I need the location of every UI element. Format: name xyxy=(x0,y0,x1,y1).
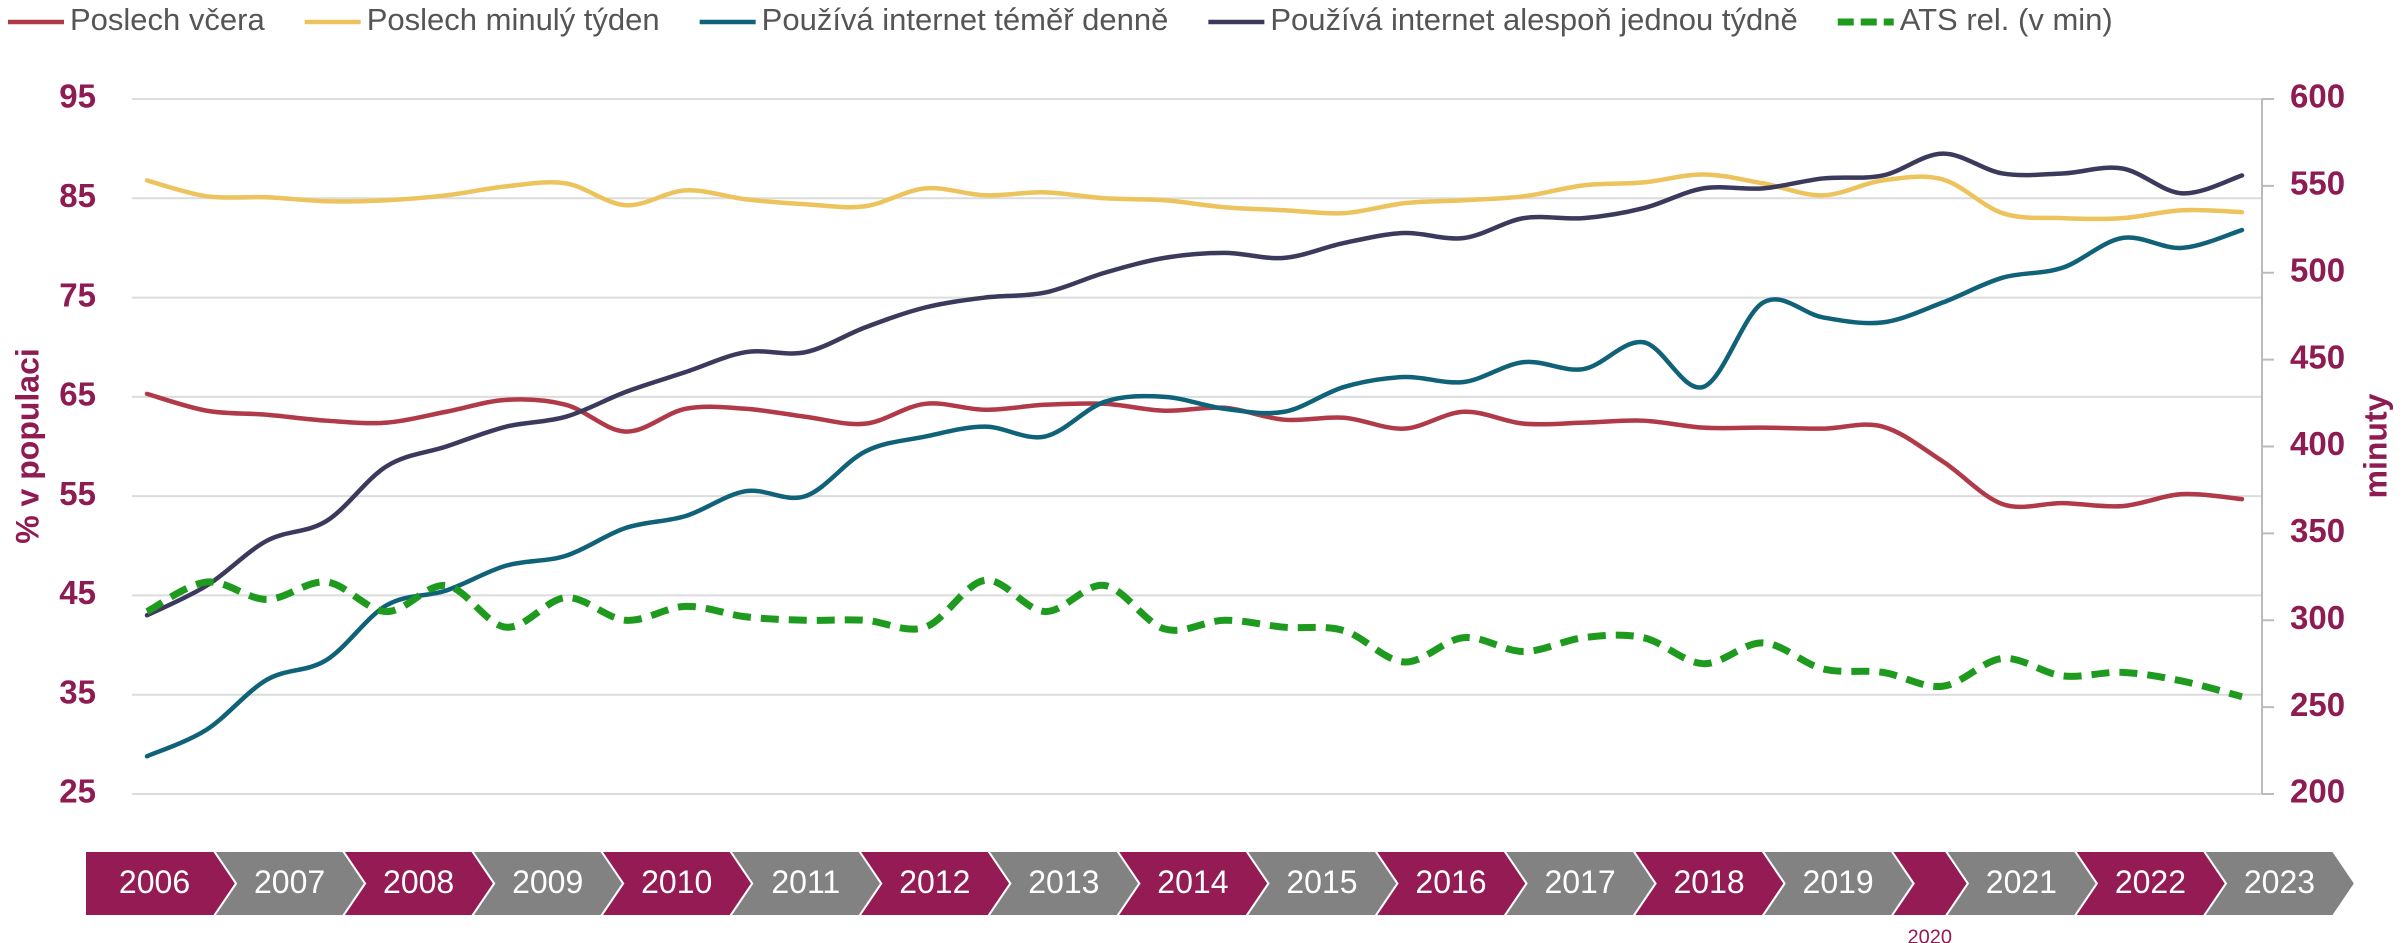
timeline-label: 2014 xyxy=(1157,864,1228,900)
timeline-label: 2015 xyxy=(1286,864,1357,900)
legend-label: Používá internet téměř denně xyxy=(762,2,1169,37)
timeline-label: 2018 xyxy=(1673,864,1744,900)
series-line xyxy=(145,576,2243,701)
timeline-label: 2007 xyxy=(254,864,325,900)
timeline-label: 2009 xyxy=(512,864,583,900)
y2-tick-label: 550 xyxy=(2290,165,2345,202)
timeline-label: 2020 xyxy=(1908,926,1953,943)
timeline-label: 2008 xyxy=(383,864,454,900)
y-tick-label: 25 xyxy=(59,773,96,810)
y2-tick-label: 250 xyxy=(2290,686,2345,723)
legend-label: Používá internet alespoň jednou týdně xyxy=(1270,2,1797,37)
timeline-segment xyxy=(2202,850,2357,917)
y2-tick-label: 200 xyxy=(2290,773,2345,810)
timeline-label: 2019 xyxy=(1803,864,1874,900)
legend-item: Poslech minulý týden xyxy=(304,2,660,37)
y2-tick-label: 450 xyxy=(2290,338,2345,375)
y2-tick-label: 400 xyxy=(2290,425,2345,462)
timeline-label: 2017 xyxy=(1544,864,1615,900)
timeline-label: 2012 xyxy=(899,864,970,900)
legend-label: Poslech minulý týden xyxy=(367,2,660,37)
y2-tick-label: 300 xyxy=(2290,599,2345,636)
legend-label: Poslech včera xyxy=(70,2,265,37)
legend-label: ATS rel. (v min) xyxy=(1900,2,2113,37)
legend-item: Poslech včera xyxy=(8,2,265,37)
y-tick-label: 55 xyxy=(59,475,96,512)
timeline-label: 2016 xyxy=(1415,864,1486,900)
y2-tick-label: 500 xyxy=(2290,251,2345,288)
legend-item: Používá internet téměř denně xyxy=(699,2,1169,37)
timeline-label: 2006 xyxy=(119,864,190,900)
y2-tick-label: 600 xyxy=(2290,78,2345,115)
y-tick-label: 85 xyxy=(59,177,96,214)
y-tick-label: 95 xyxy=(59,78,96,115)
series-line xyxy=(144,227,2245,759)
y-tick-label: 35 xyxy=(59,673,96,710)
series-line xyxy=(144,151,2245,618)
series-line xyxy=(144,172,2245,222)
legend-item: ATS rel. (v min) xyxy=(1837,2,2113,37)
timeline-label: 2022 xyxy=(2115,864,2186,900)
y-tick-label: 45 xyxy=(59,574,96,611)
y2-tick-label: 350 xyxy=(2290,512,2345,549)
timeline-label: 2021 xyxy=(1986,864,2057,900)
y-axis-title: % v populaci xyxy=(9,348,45,544)
y-tick-label: 75 xyxy=(59,276,96,313)
y2-axis-title: minuty xyxy=(2357,393,2393,498)
y-tick-label: 65 xyxy=(59,376,96,413)
timeline-label: 2013 xyxy=(1028,864,1099,900)
timeline-label: 2010 xyxy=(641,864,712,900)
series-line xyxy=(144,391,2245,510)
legend-item: Používá internet alespoň jednou týdně xyxy=(1208,2,1798,37)
timeline-label: 2011 xyxy=(771,864,840,900)
timeline-label: 2023 xyxy=(2244,864,2315,900)
